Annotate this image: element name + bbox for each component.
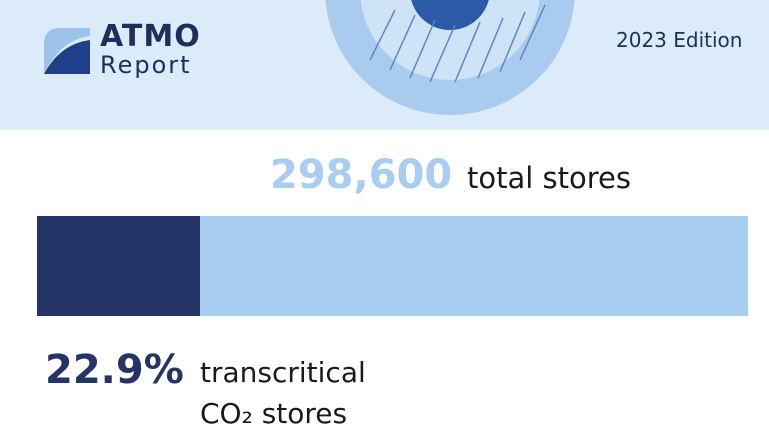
share-bar-fill <box>37 216 200 316</box>
share-description: CO₂ stores <box>200 397 348 430</box>
total-label: total stores <box>467 161 631 195</box>
share-bar <box>37 216 748 316</box>
header-decoration <box>44 0 575 115</box>
total-value: 298,600 <box>270 152 453 198</box>
share-value: 22.9% <box>45 347 184 393</box>
edition: 2023 Edition <box>616 28 743 52</box>
brand-subtitle: Report <box>100 51 192 79</box>
share-description: transcritical <box>200 356 366 389</box>
header: ATMO Report 2023 Edition <box>0 0 769 130</box>
brand-name: ATMO <box>100 19 201 54</box>
